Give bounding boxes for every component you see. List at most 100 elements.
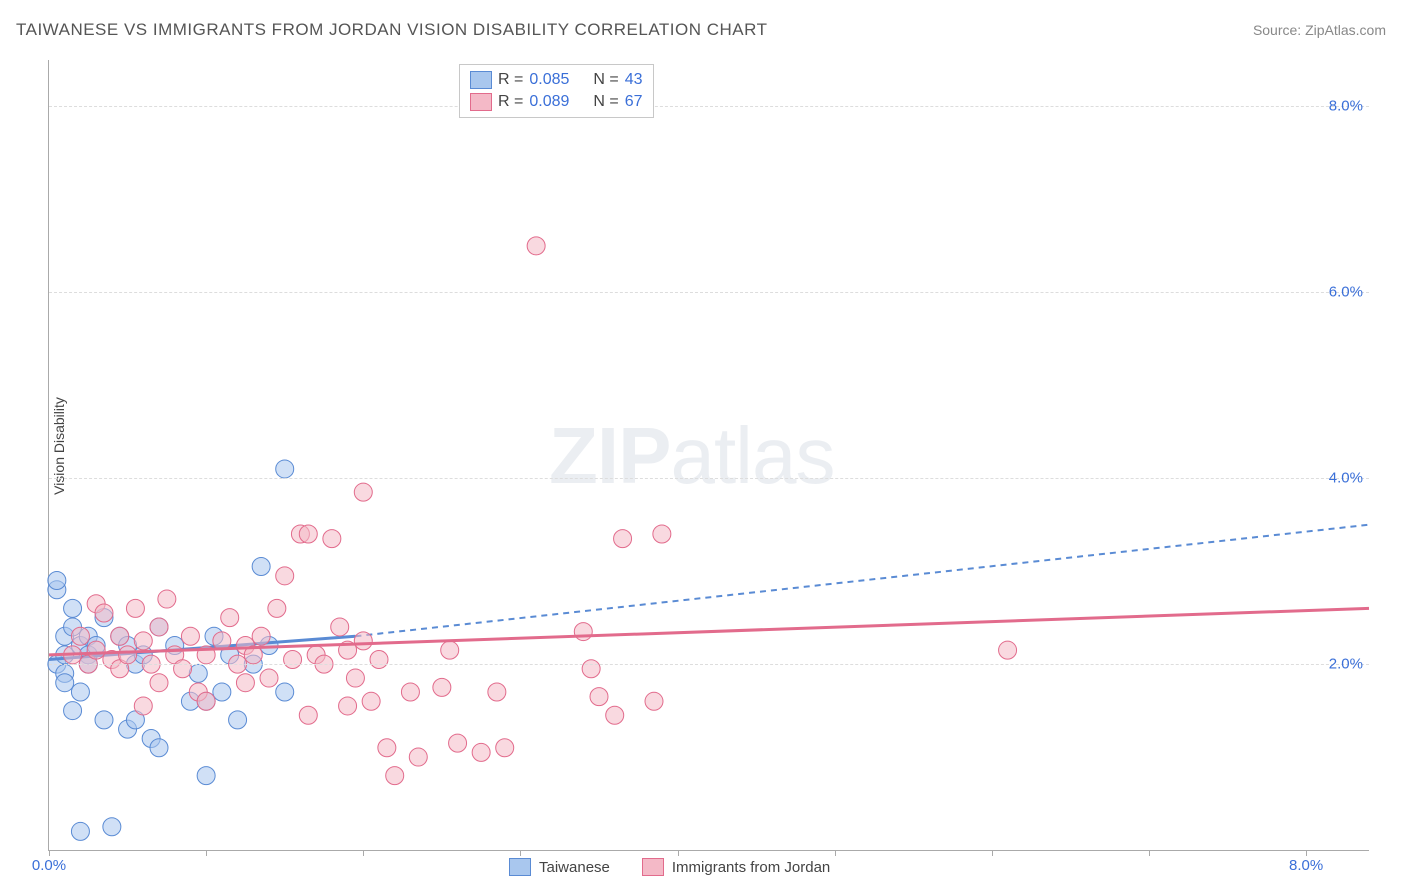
stats-row: R = 0.089 N = 67 xyxy=(470,91,643,113)
y-tick-label: 6.0% xyxy=(1329,284,1363,301)
legend-label: Taiwanese xyxy=(539,859,610,876)
scatter-point xyxy=(134,697,152,715)
chart-plot-area: ZIPatlas 2.0%4.0%6.0%8.0%0.0%8.0%R = 0.0… xyxy=(48,60,1369,851)
scatter-point xyxy=(433,678,451,696)
scatter-point xyxy=(95,711,113,729)
x-tick xyxy=(520,850,521,856)
x-tick xyxy=(678,850,679,856)
scatter-point xyxy=(56,674,74,692)
scatter-point xyxy=(496,739,514,757)
stat-n-value: 67 xyxy=(625,93,643,111)
stats-row: R = 0.085 N = 43 xyxy=(470,69,643,91)
stat-r-value: 0.085 xyxy=(529,71,569,89)
trend-line-dashed xyxy=(355,525,1369,637)
scatter-point xyxy=(158,590,176,608)
scatter-point xyxy=(276,683,294,701)
y-tick-label: 8.0% xyxy=(1329,98,1363,115)
scatter-point xyxy=(299,706,317,724)
scatter-point xyxy=(134,632,152,650)
x-tick-label: 8.0% xyxy=(1289,857,1323,874)
scatter-point xyxy=(64,599,82,617)
series-swatch xyxy=(470,93,492,111)
scatter-point xyxy=(126,599,144,617)
scatter-point xyxy=(221,609,239,627)
scatter-point xyxy=(284,650,302,668)
scatter-point xyxy=(252,627,270,645)
x-tick-label: 0.0% xyxy=(32,857,66,874)
scatter-point xyxy=(354,632,372,650)
gridline-h xyxy=(49,292,1369,293)
scatter-point xyxy=(488,683,506,701)
scatter-point xyxy=(386,767,404,785)
x-tick xyxy=(992,850,993,856)
x-tick xyxy=(1149,850,1150,856)
chart-header: TAIWANESE VS IMMIGRANTS FROM JORDAN VISI… xyxy=(0,0,1406,50)
x-tick xyxy=(1306,850,1307,856)
scatter-point xyxy=(71,683,89,701)
x-tick xyxy=(49,850,50,856)
scatter-point xyxy=(150,674,168,692)
scatter-point xyxy=(370,650,388,668)
stat-n-value: 43 xyxy=(625,71,643,89)
scatter-point xyxy=(111,627,129,645)
correlation-stats-box: R = 0.085 N = 43 R = 0.089 N = 67 xyxy=(459,64,654,118)
scatter-point xyxy=(299,525,317,543)
scatter-point xyxy=(645,692,663,710)
scatter-point xyxy=(614,530,632,548)
stat-r-value: 0.089 xyxy=(529,93,569,111)
scatter-point xyxy=(103,818,121,836)
scatter-point xyxy=(323,530,341,548)
y-tick-label: 2.0% xyxy=(1329,656,1363,673)
scatter-point xyxy=(354,483,372,501)
legend-swatch xyxy=(509,858,531,876)
scatter-point xyxy=(197,692,215,710)
scatter-point xyxy=(95,604,113,622)
stat-n-label: N = xyxy=(593,93,618,111)
scatter-point xyxy=(409,748,427,766)
stat-r-label: R = xyxy=(498,93,523,111)
scatter-point xyxy=(653,525,671,543)
legend-swatch xyxy=(642,858,664,876)
scatter-point xyxy=(252,558,270,576)
scatter-point xyxy=(48,571,66,589)
trend-line xyxy=(49,608,1369,654)
scatter-point xyxy=(362,692,380,710)
scatter-point xyxy=(197,767,215,785)
scatter-point xyxy=(276,567,294,585)
scatter-point xyxy=(527,237,545,255)
x-tick xyxy=(835,850,836,856)
scatter-point xyxy=(150,739,168,757)
series-swatch xyxy=(470,71,492,89)
gridline-h xyxy=(49,106,1369,107)
scatter-point xyxy=(339,697,357,715)
legend-label: Immigrants from Jordan xyxy=(672,859,830,876)
scatter-point xyxy=(260,669,278,687)
scatter-point xyxy=(189,664,207,682)
scatter-point xyxy=(472,743,490,761)
scatter-point xyxy=(181,627,199,645)
chart-source: Source: ZipAtlas.com xyxy=(1253,22,1386,38)
chart-title: TAIWANESE VS IMMIGRANTS FROM JORDAN VISI… xyxy=(16,20,767,40)
scatter-point xyxy=(174,660,192,678)
x-tick xyxy=(363,850,364,856)
scatter-point xyxy=(268,599,286,617)
stat-r-label: R = xyxy=(498,71,523,89)
scatter-point xyxy=(331,618,349,636)
scatter-point xyxy=(87,641,105,659)
scatter-point xyxy=(999,641,1017,659)
scatter-point xyxy=(574,623,592,641)
scatter-point xyxy=(64,702,82,720)
legend: Taiwanese Immigrants from Jordan xyxy=(509,858,854,876)
scatter-point xyxy=(236,674,254,692)
x-tick xyxy=(206,850,207,856)
scatter-svg xyxy=(49,60,1369,850)
scatter-point xyxy=(606,706,624,724)
gridline-h xyxy=(49,478,1369,479)
scatter-point xyxy=(213,683,231,701)
scatter-point xyxy=(276,460,294,478)
scatter-point xyxy=(378,739,396,757)
scatter-point xyxy=(71,627,89,645)
y-tick-label: 4.0% xyxy=(1329,470,1363,487)
scatter-point xyxy=(119,646,137,664)
stat-n-label: N = xyxy=(593,71,618,89)
